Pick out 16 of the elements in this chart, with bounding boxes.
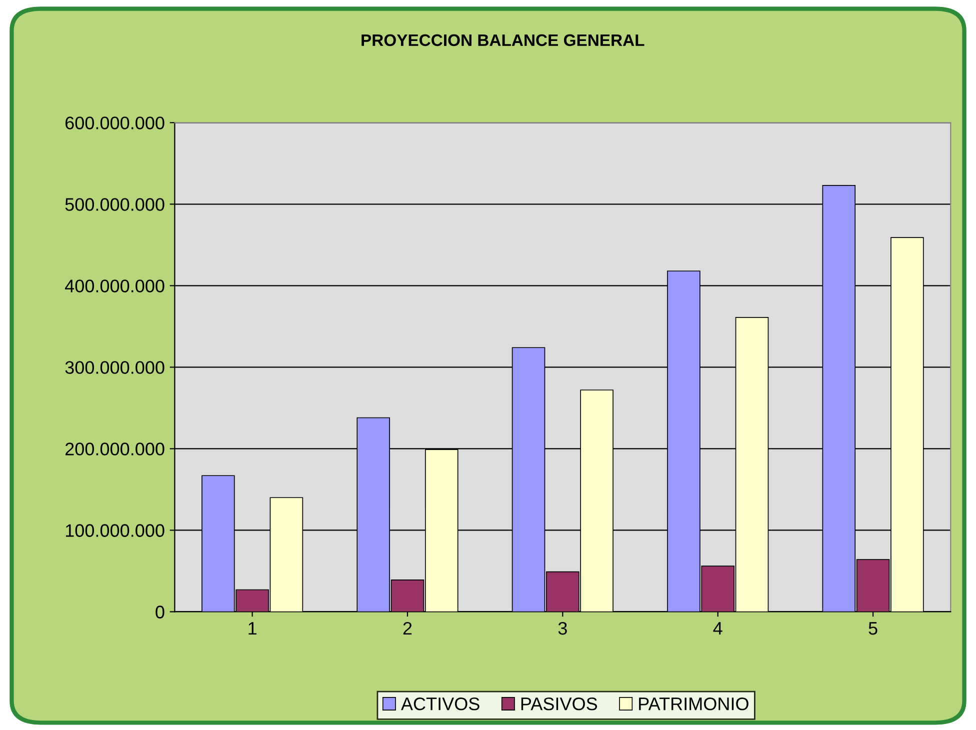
chart-title: PROYECCION BALANCE GENERAL [362,34,644,46]
y-tick-label: 200.000.000 [65,442,164,456]
x-tick-label: 2 [403,622,412,635]
legend-label: ACTIVOS [400,697,480,710]
y-tick-label: 400.000.000 [65,280,164,292]
y-tick-label: 100.000.000 [66,524,164,537]
x-tick-label: 1 [248,622,256,635]
y-tick-label: 500.000.000 [65,198,164,211]
x-tick-label: 5 [868,622,878,635]
legend-label: PASIVOS [521,697,598,710]
legend-label: PATRIMONIO [639,697,748,710]
x-tick-label: 4 [713,622,722,635]
y-tick-label: 600.000.000 [66,116,164,130]
y-tick-label: 0 [156,606,164,618]
y-tick-label: 300.000.000 [65,361,164,374]
x-tick-label: 3 [558,622,567,635]
